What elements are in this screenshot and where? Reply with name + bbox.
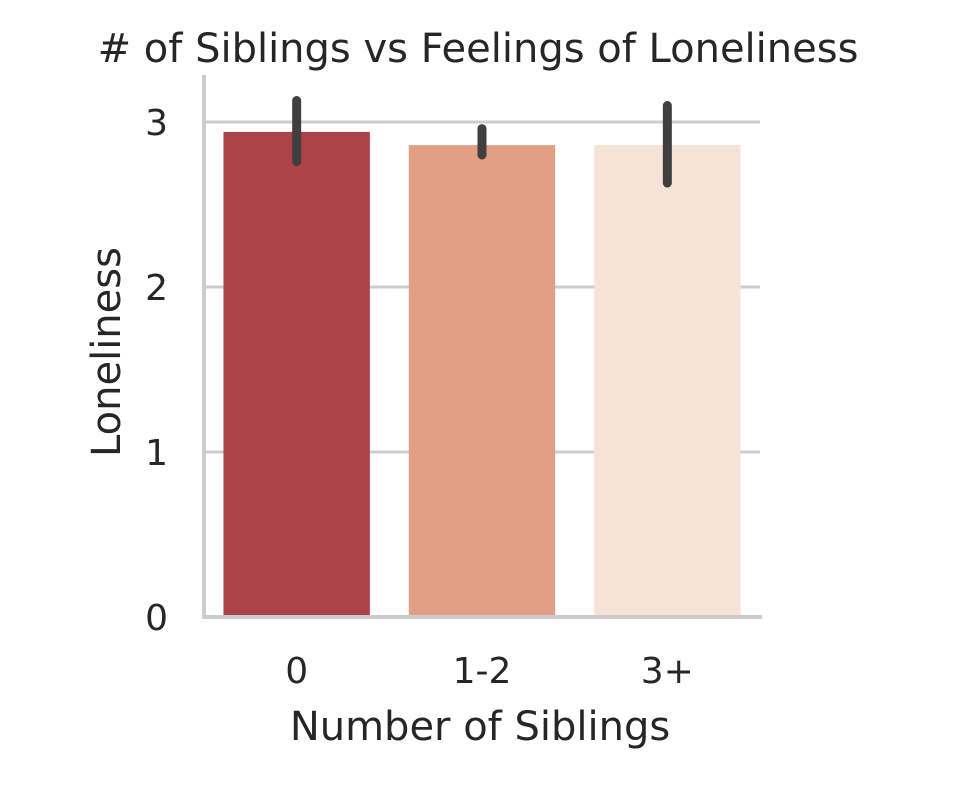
chart-title: # of Siblings vs Feelings of Loneliness <box>98 26 859 72</box>
x-tick-label: 0 <box>285 651 308 692</box>
error-bars <box>292 96 672 188</box>
y-tick-label: 1 <box>145 433 168 474</box>
bar-0 <box>223 131 370 617</box>
bar-1-2 <box>408 145 556 617</box>
y-tick-label: 2 <box>145 268 168 309</box>
y-tick-label: 0 <box>145 598 168 639</box>
bars <box>223 131 741 617</box>
y-axis-label: Loneliness <box>84 247 130 457</box>
x-axis-label: Number of Siblings <box>290 704 670 750</box>
x-tick-label: 1-2 <box>453 651 512 692</box>
x-tick-labels: 0 1-2 3+ <box>285 651 694 692</box>
y-tick-labels: 0 1 2 3 <box>145 103 168 639</box>
x-tick-label: 3+ <box>641 651 694 692</box>
y-tick-label: 3 <box>145 103 168 144</box>
bar-3+ <box>594 145 741 617</box>
